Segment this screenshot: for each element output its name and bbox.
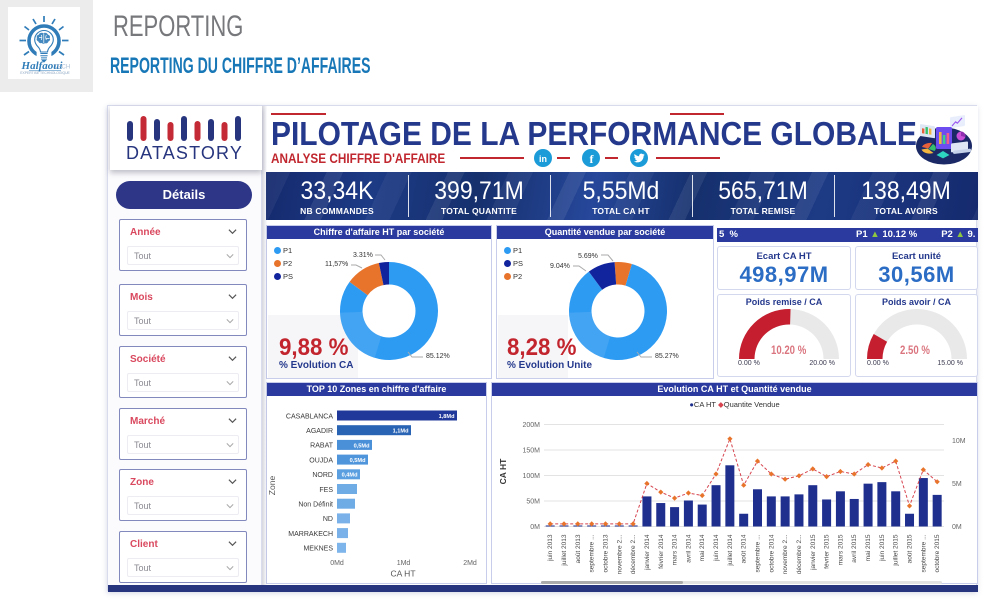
svg-text:avril 2015: avril 2015	[851, 534, 858, 563]
svg-text:CA HT: CA HT	[498, 458, 508, 484]
svg-text:octobre 2014: octobre 2014	[768, 534, 775, 572]
svg-text:mars 2015: mars 2015	[837, 534, 844, 565]
svg-text:150M: 150M	[522, 448, 540, 455]
svg-text:juillet 2013: juillet 2013	[561, 534, 568, 566]
svg-text:décembre 2...: décembre 2...	[796, 534, 803, 574]
svg-text:février 2014: février 2014	[658, 534, 665, 569]
svg-text:CASABLANCA: CASABLANCA	[286, 413, 333, 420]
svg-text:septembre ...: septembre ...	[589, 534, 596, 572]
svg-text:1Md: 1Md	[397, 560, 411, 567]
svg-text:0,5Md: 0,5Md	[350, 458, 366, 464]
svg-text:1,1Md: 1,1Md	[393, 429, 409, 435]
svg-text:50M: 50M	[526, 499, 540, 506]
svg-text:0,4Md: 0,4Md	[342, 473, 358, 479]
svg-text:AGADIR: AGADIR	[306, 428, 333, 435]
svg-text:juillet 2014: juillet 2014	[727, 534, 734, 566]
svg-text:août 2014: août 2014	[741, 534, 748, 563]
svg-text:mars 2014: mars 2014	[672, 534, 679, 565]
svg-text:janvier 2014: janvier 2014	[644, 534, 651, 571]
svg-text:10M: 10M	[952, 438, 966, 445]
svg-text:juin 2013: juin 2013	[547, 534, 554, 562]
svg-text:juillet 2015: juillet 2015	[893, 534, 900, 566]
svg-text:février 2015: février 2015	[824, 534, 831, 569]
svg-text:mai 2014: mai 2014	[699, 534, 706, 561]
svg-text:CA HT: CA HT	[390, 569, 415, 579]
svg-text:août 2015: août 2015	[907, 534, 914, 563]
svg-text:novembre 2...: novembre 2...	[782, 534, 789, 574]
svg-text:juin 2014: juin 2014	[713, 534, 720, 562]
svg-text:janvier 2015: janvier 2015	[810, 534, 817, 571]
svg-text:Non Définit: Non Définit	[298, 502, 333, 509]
svg-text:septembre ...: septembre ...	[755, 534, 762, 572]
svg-text:FES: FES	[319, 487, 333, 494]
svg-text:novembre 2...: novembre 2...	[616, 534, 623, 574]
svg-text:Halfaoui: Halfaoui	[21, 60, 64, 72]
svg-text:NORD: NORD	[312, 472, 333, 479]
svg-text:2Md: 2Md	[463, 560, 477, 567]
svg-text:Zone: Zone	[267, 476, 277, 496]
svg-text:mai 2015: mai 2015	[865, 534, 872, 561]
svg-text:in: in	[539, 154, 547, 164]
svg-text:MARRAKECH: MARRAKECH	[288, 531, 333, 538]
svg-text:octobre 2013: octobre 2013	[603, 534, 610, 572]
svg-text:TECH: TECH	[54, 65, 70, 71]
svg-text:0,5Md: 0,5Md	[354, 443, 370, 449]
svg-text:ND: ND	[323, 516, 333, 523]
svg-text:0M: 0M	[952, 524, 962, 531]
svg-text:août 2013: août 2013	[575, 534, 582, 563]
svg-text:0Md: 0Md	[330, 560, 344, 567]
svg-text:100M: 100M	[522, 473, 540, 480]
svg-text:f: f	[590, 152, 595, 166]
svg-text:MEKNES: MEKNES	[303, 546, 333, 553]
svg-text:avril 2014: avril 2014	[685, 534, 692, 563]
svg-text:EXPERTISE TECHNOLOGIQUE: EXPERTISE TECHNOLOGIQUE	[20, 71, 70, 75]
svg-text:septembre ...: septembre ...	[920, 534, 927, 572]
svg-text:octobre 2015: octobre 2015	[934, 534, 941, 572]
svg-text:décembre 2...: décembre 2...	[630, 534, 637, 574]
svg-text:juin 2015: juin 2015	[879, 534, 886, 562]
svg-text:RABAT: RABAT	[310, 443, 334, 450]
svg-text:200M: 200M	[522, 422, 540, 429]
svg-text:5M: 5M	[952, 481, 962, 488]
svg-text:OUJDA: OUJDA	[309, 457, 333, 464]
svg-text:1,8Md: 1,8Md	[439, 414, 455, 420]
svg-text:0M: 0M	[530, 524, 540, 531]
